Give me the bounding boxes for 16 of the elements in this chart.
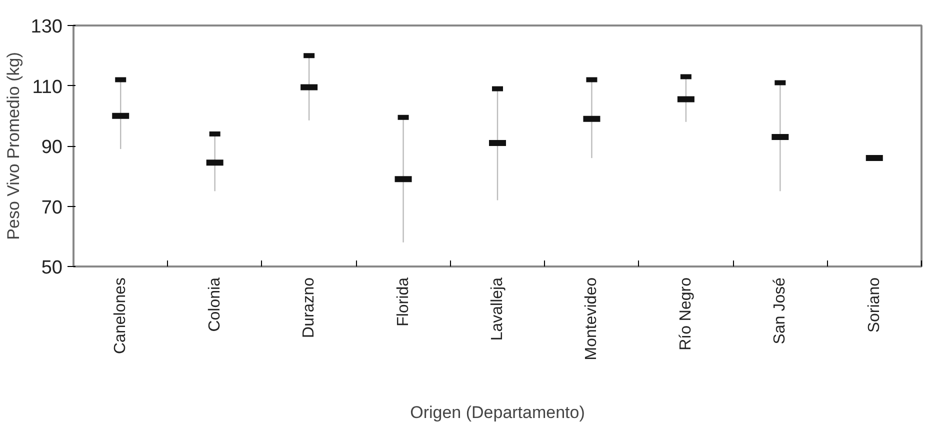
y-tick-label: 110 bbox=[32, 76, 63, 98]
y-tick-label: 90 bbox=[41, 137, 63, 158]
x-tick-label: Colonia bbox=[206, 277, 224, 332]
x-tick-label: Montevideo bbox=[583, 277, 600, 360]
y-axis-title: Peso Vivo Promedio (kg) bbox=[4, 52, 23, 240]
x-tick-label: Soriano bbox=[866, 277, 883, 333]
x-tick-label: Lavalleja bbox=[489, 277, 506, 341]
x-tick-label: Río Negro bbox=[677, 277, 694, 350]
y-tick-label: 130 bbox=[30, 16, 62, 38]
x-tick-label: San José bbox=[772, 277, 789, 344]
x-tick-label: Durazno bbox=[300, 277, 318, 338]
y-tick-label: 50 bbox=[41, 258, 63, 278]
x-tick-label: Canelones bbox=[112, 278, 130, 354]
x-tick-label: Florida bbox=[394, 277, 412, 326]
y-tick-label: 70 bbox=[41, 197, 63, 218]
x-axis-title: Origen (Departamento) bbox=[410, 403, 585, 422]
